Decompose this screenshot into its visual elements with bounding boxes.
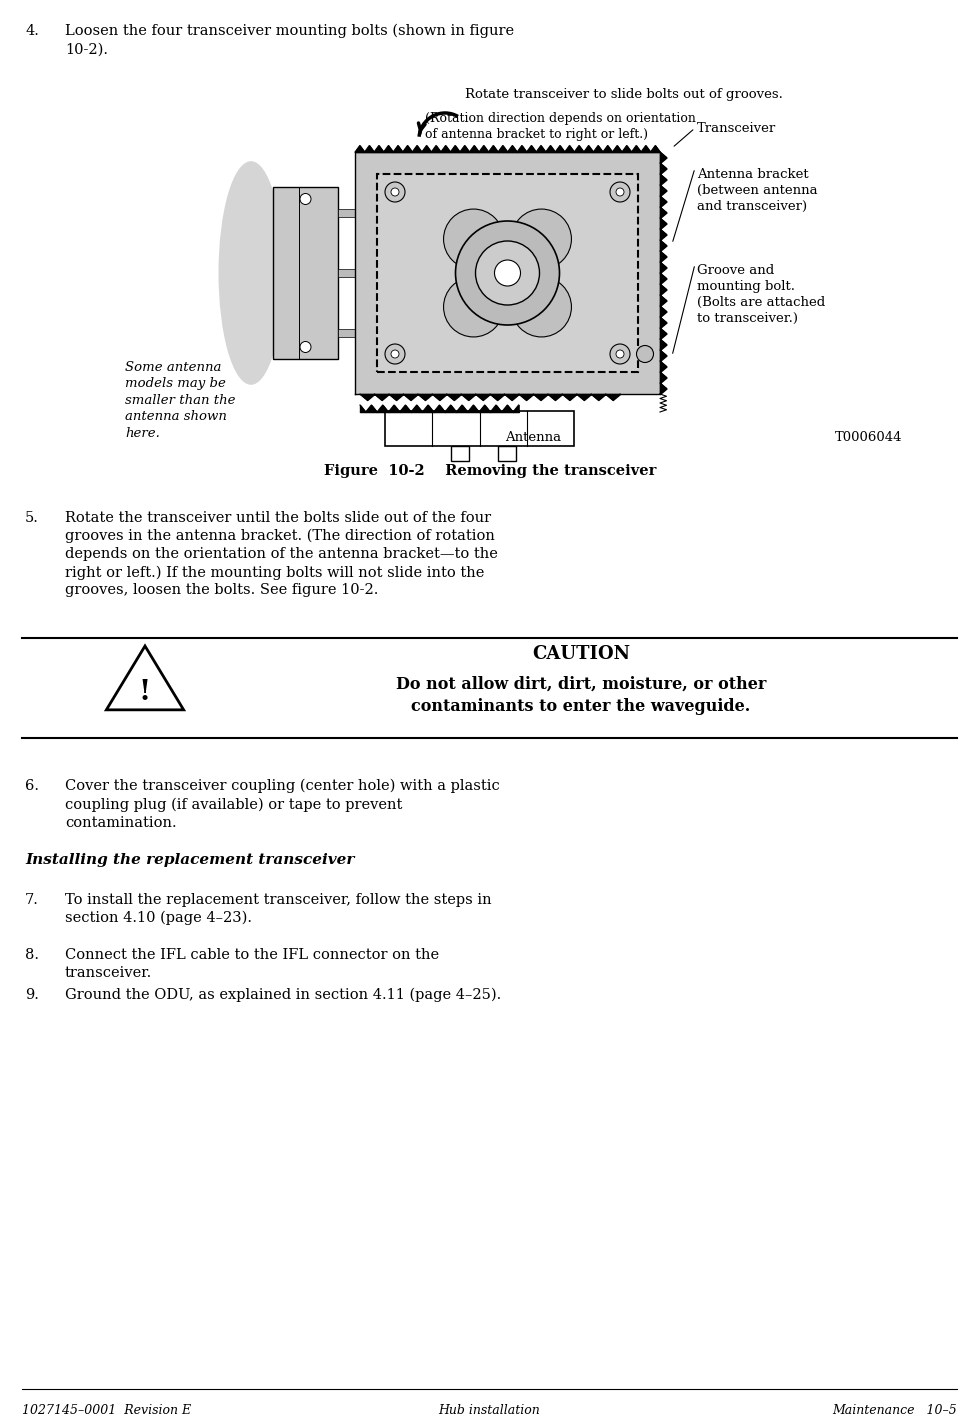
Bar: [338, 270, 355, 277]
Circle shape: [391, 188, 399, 195]
Text: Antenna: Antenna: [505, 431, 561, 443]
Circle shape: [494, 260, 521, 287]
Circle shape: [300, 341, 311, 352]
Circle shape: [610, 183, 630, 202]
Text: To install the replacement transceiver, follow the steps in
section 4.10 (page 4: To install the replacement transceiver, …: [65, 893, 491, 925]
Text: Maintenance   10–5: Maintenance 10–5: [832, 1405, 957, 1417]
Text: Ground the ODU, as explained in section 4.11 (page 4–25).: Ground the ODU, as explained in section …: [65, 988, 501, 1002]
Text: 1027145–0001  Revision E: 1027145–0001 Revision E: [22, 1405, 191, 1417]
Text: 4.: 4.: [25, 24, 39, 39]
Text: 6.: 6.: [25, 779, 39, 793]
Polygon shape: [106, 646, 184, 710]
Text: Do not allow dirt, dirt, moisture, or other
contaminants to enter the waveguide.: Do not allow dirt, dirt, moisture, or ot…: [396, 676, 766, 716]
Circle shape: [444, 277, 503, 337]
Bar: [273, 187, 338, 359]
Bar: [338, 208, 355, 217]
Text: Transceiver: Transceiver: [697, 121, 777, 134]
Bar: [377, 174, 638, 372]
Bar: [385, 411, 574, 446]
Circle shape: [610, 344, 630, 364]
Circle shape: [511, 210, 572, 270]
Text: Rotate transceiver to slide bolts out of grooves.: Rotate transceiver to slide bolts out of…: [465, 88, 783, 101]
Text: !: !: [139, 679, 151, 706]
Text: Rotate the transceiver until the bolts slide out of the four
grooves in the ante: Rotate the transceiver until the bolts s…: [65, 511, 498, 597]
Circle shape: [455, 221, 560, 325]
Text: Cover the transceiver coupling (center hole) with a plastic
coupling plug (if av: Cover the transceiver coupling (center h…: [65, 779, 500, 830]
Circle shape: [511, 277, 572, 337]
Text: 8.: 8.: [25, 948, 39, 963]
Circle shape: [385, 183, 405, 202]
Bar: [355, 153, 660, 394]
Text: 5.: 5.: [25, 511, 39, 525]
Text: CAUTION: CAUTION: [531, 645, 630, 663]
Text: Connect the IFL cable to the IFL connector on the
transceiver.: Connect the IFL cable to the IFL connect…: [65, 948, 439, 980]
Circle shape: [616, 188, 624, 195]
Text: 9.: 9.: [25, 988, 39, 1002]
Circle shape: [476, 241, 539, 305]
Text: Antenna bracket
(between antenna
and transceiver): Antenna bracket (between antenna and tra…: [697, 168, 818, 212]
Circle shape: [444, 210, 503, 270]
Circle shape: [616, 349, 624, 358]
Text: Figure  10-2    Removing the transceiver: Figure 10-2 Removing the transceiver: [323, 463, 657, 478]
Text: Some antenna
models may be
smaller than the
antenna shown
here.: Some antenna models may be smaller than …: [125, 361, 235, 441]
Circle shape: [636, 345, 654, 362]
Text: 7.: 7.: [25, 893, 39, 907]
Bar: [338, 329, 355, 337]
Circle shape: [391, 349, 399, 358]
Ellipse shape: [219, 161, 283, 385]
Bar: [451, 446, 469, 461]
Text: Installing the replacement transceiver: Installing the replacement transceiver: [25, 853, 355, 867]
Text: Groove and
mounting bolt.
(Bolts are attached
to transceiver.): Groove and mounting bolt. (Bolts are att…: [697, 264, 826, 325]
Circle shape: [300, 194, 311, 204]
Text: (Rotation direction depends on orientation
of antenna bracket to right or left.): (Rotation direction depends on orientati…: [425, 113, 696, 141]
Text: Loosen the four transceiver mounting bolts (shown in figure
10-2).: Loosen the four transceiver mounting bol…: [65, 24, 514, 56]
Text: Hub installation: Hub installation: [439, 1405, 540, 1417]
Text: T0006044: T0006044: [835, 431, 903, 443]
Circle shape: [385, 344, 405, 364]
Bar: [498, 446, 517, 461]
